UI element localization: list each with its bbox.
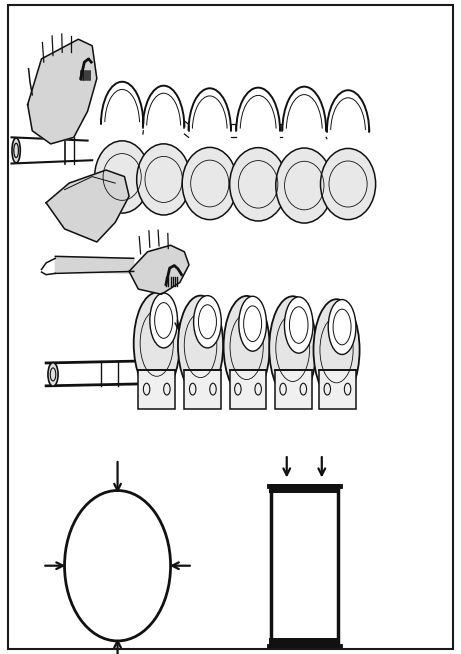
Ellipse shape — [182, 147, 237, 220]
Bar — [138, 370, 175, 409]
Ellipse shape — [320, 148, 376, 220]
Polygon shape — [55, 256, 134, 273]
Ellipse shape — [224, 296, 270, 397]
Ellipse shape — [178, 296, 223, 395]
Ellipse shape — [328, 300, 356, 354]
Ellipse shape — [48, 362, 58, 386]
Ellipse shape — [239, 296, 266, 351]
Ellipse shape — [276, 148, 333, 223]
Ellipse shape — [284, 297, 313, 353]
Ellipse shape — [313, 300, 360, 400]
Ellipse shape — [12, 138, 20, 163]
Ellipse shape — [150, 293, 177, 348]
Bar — [275, 370, 312, 409]
Ellipse shape — [269, 296, 316, 400]
Ellipse shape — [95, 141, 150, 213]
Bar — [230, 370, 266, 409]
Bar — [319, 370, 356, 409]
Ellipse shape — [230, 148, 287, 221]
Polygon shape — [28, 39, 97, 144]
Polygon shape — [129, 245, 189, 294]
Bar — [271, 485, 337, 645]
Polygon shape — [46, 170, 129, 242]
Ellipse shape — [194, 296, 221, 348]
Bar — [268, 484, 340, 493]
Ellipse shape — [134, 293, 180, 394]
Ellipse shape — [136, 144, 190, 215]
Bar — [268, 638, 340, 647]
Bar — [184, 370, 221, 409]
Circle shape — [65, 490, 171, 641]
